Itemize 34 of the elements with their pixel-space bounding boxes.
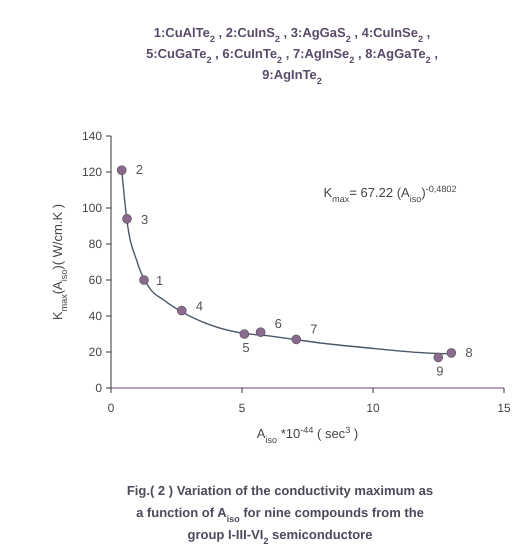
annotation: K$_{max}$= 67.22 (A$_{iso}$)$^{-0,4802}$ [323,184,457,204]
point [176,306,187,316]
y-tick-label: 140 [82,129,102,143]
y-tick-label: 100 [82,201,102,215]
point [139,275,149,285]
x-tick-label: 0 [108,401,115,415]
annotation: 3 [140,212,148,227]
text: Fig.( 2 ) Variation of the conductivity maximum as a function of A$_{iso}$ for nine compounds from the group I-III-VI$_{2}$ semiconductore [126,483,434,546]
x-tick-label: 5 [238,401,246,415]
annotation: 5 [242,340,250,355]
point [256,327,266,337]
annotation: 9 [436,363,444,378]
point [433,352,444,362]
x-axis-title: A$_{iso}$ *10$^{-44}$ ( sec$^{3}$ ) [256,425,358,445]
point [240,329,250,339]
annotation: 1 [156,273,164,288]
annotation: 8 [465,344,473,360]
y-tick-label: 120 [82,165,102,179]
y-tick-label: 60 [88,273,102,287]
y-tick-label: 80 [88,237,102,251]
y-tick-label: 0 [95,381,102,395]
point [446,348,456,358]
annotation: 4 [196,298,203,314]
annotation: 2 [136,162,143,178]
annotation: 6 [274,316,282,332]
y-tick-label: 20 [88,345,102,359]
x-tick-label: 15 [497,401,511,415]
y-tick-label: 40 [88,309,102,323]
chart-title: 1:CuAlTe$_{2}$ , 2:CuInS$_{2}$ , 3:AgGaS$_{2}$ , 4:CuInSe$_{2}$ , 5:CuGaTe$_{2}$ , 6:CuInTe$_{2}$ , 7:AgInSe$_{2}$ , 8:AgGaTe$_{2}$ , 9:AgInTe$_{2}$ [146,25,438,86]
point [291,334,302,344]
annotation: 7 [310,321,318,336]
point [116,165,127,175]
point [122,214,132,224]
x-tick-label: 10 [366,401,380,415]
